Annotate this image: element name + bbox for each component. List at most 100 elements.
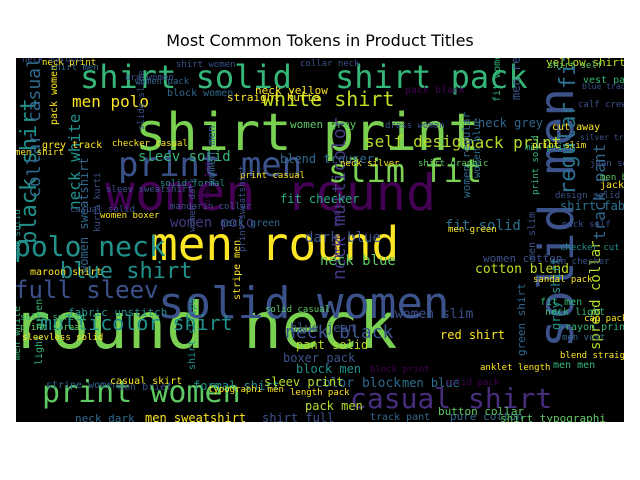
word-69: women men: [205, 125, 218, 185]
word-40: color block: [315, 376, 401, 391]
word-0: round neck: [16, 290, 397, 364]
word-12: polo neck: [16, 230, 166, 263]
word-81: men solid: [16, 209, 23, 258]
word-9: slim fit: [328, 152, 482, 190]
word-75: neck light: [545, 307, 605, 318]
word-73: fit women: [492, 58, 503, 102]
word-51: sleev print: [264, 375, 343, 389]
word-94: women blue: [472, 118, 483, 178]
word-1: men round: [150, 217, 399, 271]
word-25: pack print: [465, 133, 561, 152]
word-112: print solid: [531, 135, 541, 195]
word-124: print slim: [532, 141, 586, 151]
word-19: collar casual: [24, 58, 45, 198]
word-15: blue shirt: [60, 259, 192, 284]
word-115: men black: [600, 173, 624, 183]
word-117: solid pack: [445, 378, 500, 388]
word-31: fit checker: [280, 192, 359, 206]
word-110: women pack: [135, 77, 190, 87]
word-139: print sweatshirt: [238, 165, 248, 252]
word-92: shirt self: [548, 61, 602, 71]
word-86: cap pack: [584, 314, 624, 324]
word-23: men polo: [72, 92, 149, 111]
word-78: neck green: [220, 218, 280, 229]
word-132: dress women: [385, 121, 445, 131]
word-18: white shirt: [262, 87, 394, 111]
word-27: fit solid: [445, 218, 521, 234]
word-70: checker cut: [560, 243, 620, 253]
word-107: silver tripad: [580, 133, 624, 142]
word-82: solid spread: [20, 313, 85, 323]
word-135: jean solid: [590, 159, 624, 169]
word-14: full sleev: [16, 276, 159, 304]
word-24: self design: [365, 132, 471, 151]
word-133: neck silver: [340, 159, 400, 169]
word-62: women regular: [460, 112, 473, 198]
word-79: neck red: [332, 210, 343, 258]
word-90: typographi men: [208, 385, 284, 395]
word-130: mandarin collar: [170, 202, 252, 212]
word-128: print casual: [240, 171, 305, 181]
word-88: anklet length: [480, 363, 550, 373]
word-97: grey track: [42, 140, 102, 151]
word-137: checker casual: [112, 139, 188, 149]
word-118: block print: [370, 365, 430, 375]
word-106: blue track: [582, 82, 624, 91]
word-52: women sweatshirt: [77, 157, 91, 273]
word-28: women polo: [170, 215, 254, 231]
word-43: boxer pack: [283, 351, 356, 365]
word-65: green shirt: [515, 283, 528, 356]
word-46: blue jean: [290, 321, 355, 335]
word-108: bra women: [125, 73, 174, 83]
word-3: shirt print: [135, 103, 479, 163]
word-4: solid women: [158, 278, 449, 329]
word-10: print women: [42, 375, 241, 410]
word-32: blend trouser: [280, 152, 374, 166]
word-89: length pack: [290, 388, 350, 398]
word-50: formal shirt: [193, 379, 280, 393]
word-109: men white: [16, 306, 23, 360]
word-74: fit men: [540, 297, 582, 308]
chart-title: Most Common Tokens in Product Titles: [166, 31, 474, 50]
word-95: block women: [167, 88, 233, 99]
word-16: multicolor shirt: [40, 311, 233, 335]
word-47: shirt full: [262, 411, 334, 422]
word-45: pant solid: [296, 338, 368, 352]
word-120: neck maroon: [22, 58, 82, 65]
word-48: men sweatshirt: [145, 411, 246, 422]
word-85: calf crew: [578, 100, 624, 110]
word-68: shirt typographi: [500, 412, 606, 422]
word-13: black shirt: [17, 98, 42, 244]
word-80: maroon shirt: [30, 267, 102, 278]
word-136: casual solid: [70, 205, 135, 215]
word-59: women grey: [290, 118, 357, 131]
word-38: women slim: [395, 307, 473, 322]
word-7: shirt pack: [335, 58, 528, 96]
word-91: solid casual: [265, 305, 330, 315]
word-84: vest pack: [583, 75, 624, 86]
word-60: shirt fabric: [560, 199, 624, 213]
word-126: women dark: [188, 177, 198, 232]
word-125: sandal pack: [533, 275, 593, 285]
word-39: red shirt: [440, 328, 505, 342]
word-105: track pant: [370, 412, 430, 422]
word-20: regular fit: [556, 58, 581, 195]
word-56: pack women: [49, 65, 60, 125]
word-131: women top: [203, 161, 213, 210]
word-30: sleev solid: [138, 149, 231, 165]
word-64: men slim: [527, 212, 538, 260]
word-103: stripe men: [232, 240, 243, 300]
word-142: print spread: [20, 323, 85, 333]
word-134: shirt graphic: [418, 159, 488, 169]
word-17: neck black: [285, 322, 394, 343]
word-127: sleev sweatshirt: [106, 185, 193, 195]
word-54: fabric unstitch: [68, 306, 167, 319]
word-116: shirt women: [176, 60, 236, 70]
word-57: straight kurta: [227, 91, 320, 104]
word-11: casual shirt: [350, 382, 552, 415]
word-100: men vest: [562, 333, 605, 343]
word-22: neck white: [65, 114, 84, 210]
word-33: neck grey: [478, 116, 543, 130]
word-67: pure cotton: [450, 410, 523, 422]
word-99: women boxer: [100, 211, 160, 221]
